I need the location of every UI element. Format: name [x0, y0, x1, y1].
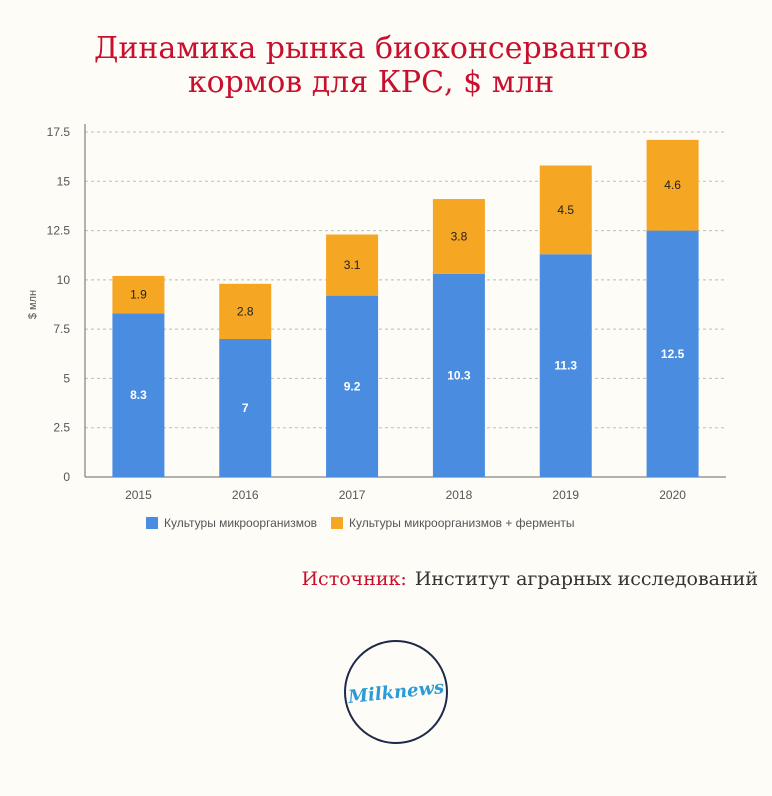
- bar-2018-series1: [432, 273, 485, 477]
- y-tick-label-1: 2.5: [53, 421, 70, 435]
- legend-swatch-series2: [331, 517, 343, 529]
- legend-label-series1: Культуры микроорганизмов: [164, 516, 317, 530]
- x-tick-label-2016: 2016: [232, 488, 259, 502]
- legend-swatch-series1: [146, 517, 158, 529]
- bar-2018-series2: [432, 199, 485, 274]
- source-label: Источник:: [301, 568, 407, 590]
- x-tick-label-2018: 2018: [446, 488, 473, 502]
- bar-2016-series1: [219, 339, 272, 477]
- data-label-2017-series2: 3.1: [344, 258, 361, 272]
- bar-2016-series2: [219, 283, 272, 339]
- data-label-2016-series2: 2.8: [237, 304, 254, 318]
- milknews-logo: Milknews: [344, 640, 448, 744]
- bar-2020-series2: [646, 139, 699, 231]
- data-label-2017-series1: 9.2: [344, 379, 361, 393]
- x-tick-label-2017: 2017: [339, 488, 366, 502]
- chart-title-line1: Динамика рынка биоконсервантов: [93, 31, 649, 66]
- bar-2015-series1: [112, 313, 165, 477]
- x-tick-label-2015: 2015: [125, 488, 152, 502]
- y-tick-label-2: 5: [63, 371, 70, 385]
- x-tick-label-2019: 2019: [552, 488, 579, 502]
- data-label-2020-series2: 4.6: [664, 178, 681, 192]
- data-label-2020-series1: 12.5: [661, 347, 685, 361]
- y-tick-label-5: 12.5: [47, 224, 71, 238]
- source-text: Институт аграрных исследований: [414, 568, 758, 590]
- legend: Культуры микроорганизмов Культуры микроо…: [146, 516, 589, 530]
- bar-2019-series1: [539, 254, 592, 477]
- chart-title-line2: кормов для КРС, $ млн: [187, 65, 555, 100]
- x-tick-label-2020: 2020: [659, 488, 686, 502]
- y-tick-label-6: 15: [57, 174, 71, 188]
- data-label-2018-series2: 3.8: [451, 229, 468, 243]
- bar-2015-series2: [112, 275, 165, 314]
- y-tick-label-0: 0: [63, 470, 70, 484]
- y-tick-label-7: 17.5: [47, 125, 71, 139]
- data-label-2018-series1: 10.3: [447, 368, 471, 382]
- legend-item-series2: Культуры микроорганизмов + ферменты: [331, 516, 575, 530]
- source-note: Источник: Институт аграрных исследований: [301, 568, 758, 590]
- bar-2017-series2: [326, 234, 379, 296]
- bar-2019-series2: [539, 165, 592, 255]
- bar-2017-series1: [326, 295, 379, 477]
- data-label-2019-series1: 11.3: [554, 359, 577, 373]
- y-axis-label: $ млн: [27, 290, 39, 319]
- data-label-2016-series1: 7: [242, 401, 249, 415]
- chart-title: Динамика рынка биоконсервантов кормов дл…: [0, 32, 742, 100]
- data-label-2015-series1: 8.3: [130, 388, 147, 402]
- bar-2020-series1: [646, 230, 699, 477]
- legend-label-series2: Культуры микроорганизмов + ферменты: [349, 516, 575, 530]
- legend-item-series1: Культуры микроорганизмов: [146, 516, 317, 530]
- logo-text: Milknews: [347, 676, 445, 708]
- y-tick-label-4: 10: [57, 273, 71, 287]
- data-label-2015-series2: 1.9: [130, 288, 147, 302]
- y-tick-label-3: 7.5: [53, 322, 70, 336]
- data-label-2019-series2: 4.5: [557, 203, 574, 217]
- bar-chart: 0 2.5 5 7.5 10 12.5 15 17.5 $ млн 8.3 1.9 2015 7 2.8 2…: [27, 124, 726, 502]
